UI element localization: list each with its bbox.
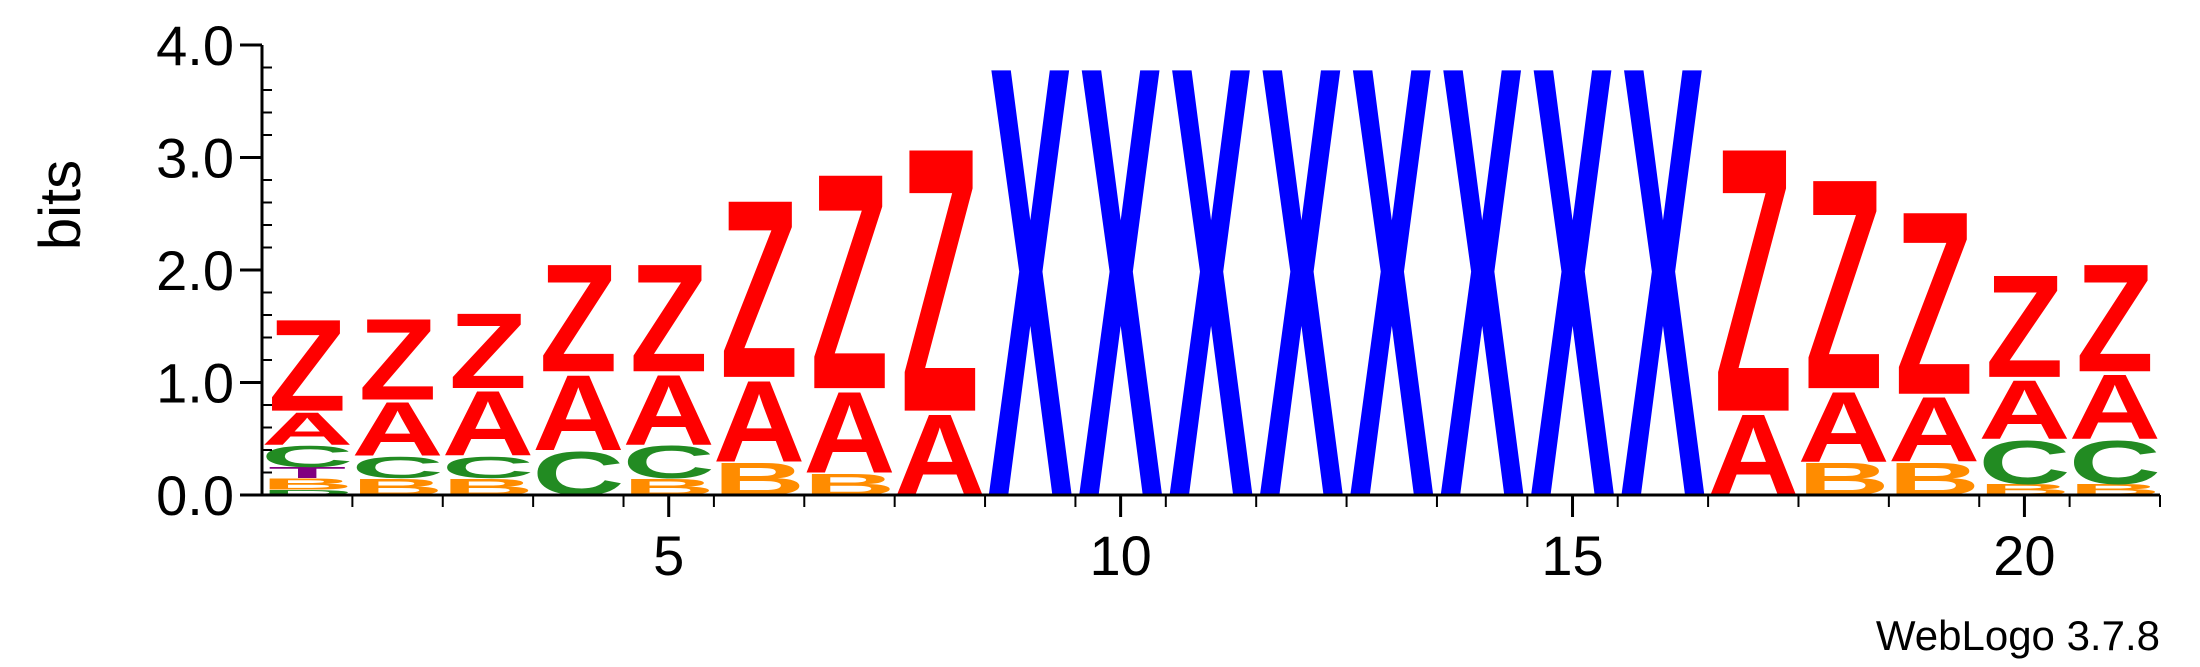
logo-glyph-c: C <box>532 440 624 509</box>
x-tick-label: 10 <box>1089 524 1151 587</box>
logo-glyph-z: Z <box>449 291 527 412</box>
logo-glyph-z: Z <box>901 69 979 491</box>
logo-glyph-a: A <box>623 354 715 466</box>
x-tick-label: 5 <box>653 524 684 587</box>
logo-glyph-a: A <box>532 353 624 474</box>
logo-glyph-b: B <box>713 454 805 506</box>
logo-glyph-z: Z <box>268 293 346 439</box>
y-tick-label: 1.0 <box>156 352 234 415</box>
logo-glyph-a: A <box>1978 362 2070 457</box>
logo-glyph-z: Z <box>1985 246 2063 409</box>
logo-glyph-d: D <box>261 488 353 497</box>
logo-glyph-a: A <box>1798 371 1890 483</box>
logo-glyph-z: Z <box>811 110 889 455</box>
logo-glyph-b: B <box>1888 454 1980 506</box>
logo-glyph-x: X <box>1530 0 1616 627</box>
logo-glyph-b: B <box>261 476 353 493</box>
weblogo-credit: WebLogo 3.7.8 <box>1876 612 2160 659</box>
logo-glyph-z: Z <box>539 233 617 405</box>
y-tick-label: 2.0 <box>156 239 234 302</box>
logo-glyph-c: C <box>1978 428 2070 497</box>
logo-glyph-x: X <box>1349 0 1435 627</box>
y-tick-label: 3.0 <box>156 127 234 190</box>
logo-glyph-z: Z <box>720 147 798 431</box>
axes: bits 0.0 1.0 2.0 3.0 4.0 5 10 15 20 <box>28 14 2161 587</box>
logo-glyph-z: Z <box>630 233 708 405</box>
logo-glyph-c: C <box>2069 428 2161 497</box>
logo-glyph-x: X <box>1259 0 1345 627</box>
x-tick-label: 15 <box>1541 524 1603 587</box>
logo-glyph-a: A <box>1888 377 1980 481</box>
x-tick-label: 20 <box>1993 524 2055 587</box>
logo-glyph-a: A <box>1707 390 1799 519</box>
logo-glyph-a: A <box>2069 355 2161 459</box>
logo-glyph-a: A <box>713 357 805 486</box>
logo-glyph-x: X <box>1440 0 1526 627</box>
logo-glyph-c: C <box>442 450 534 485</box>
y-tick-label: 4.0 <box>156 14 234 77</box>
logo-glyph-x: X <box>1168 0 1254 627</box>
logo-glyph-x: X <box>1078 0 1164 627</box>
logo-glyph-c: C <box>352 450 444 485</box>
logo-glyph-a: A <box>261 403 353 455</box>
logo-glyph-c: C <box>623 437 715 489</box>
logo-glyph-a: A <box>803 368 895 497</box>
logo-glyph-b: B <box>1798 454 1890 506</box>
logo-glyph-z: Z <box>1714 69 1792 491</box>
logo-glyph-a: A <box>442 372 534 476</box>
logo-glyph-z: Z <box>1805 116 1883 452</box>
logo-glyph-x: X <box>988 0 1074 627</box>
logo-glyph-t: T <box>268 464 346 481</box>
y-axis-label: bits <box>28 160 93 250</box>
logo-glyph-x: X <box>1620 0 1706 627</box>
logo-glyph-a: A <box>894 390 986 519</box>
logo-glyph-z: Z <box>2076 233 2154 405</box>
logo-glyph-a: A <box>352 387 444 473</box>
y-tick-label: 0.0 <box>156 464 234 527</box>
logo-glyph-z: Z <box>1895 156 1973 450</box>
logo-glyph-c: C <box>261 439 353 474</box>
logo-glyph-z: Z <box>359 295 437 424</box>
